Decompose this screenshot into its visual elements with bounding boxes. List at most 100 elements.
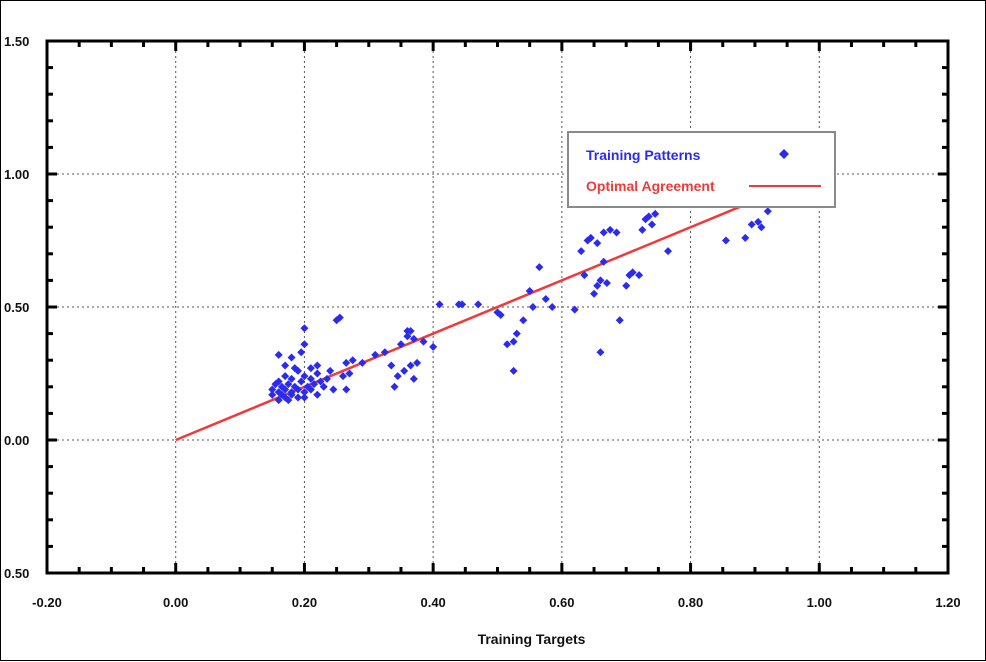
data-point	[342, 358, 351, 367]
series-optimal-agreement	[175, 200, 753, 442]
y-tick-label: 0.50	[4, 300, 29, 315]
data-point	[644, 212, 653, 221]
data-point	[316, 377, 325, 386]
data-point	[335, 313, 344, 322]
data-point	[599, 257, 608, 266]
data-point	[474, 300, 483, 309]
data-point	[757, 223, 766, 232]
data-point	[429, 342, 438, 351]
data-point	[664, 247, 673, 256]
data-point	[293, 385, 302, 394]
data-point	[300, 340, 309, 349]
data-point	[306, 385, 315, 394]
data-point	[606, 225, 615, 234]
data-point	[570, 305, 579, 314]
data-point	[596, 348, 605, 357]
data-point	[528, 303, 537, 311]
data-point	[628, 268, 637, 277]
data-point	[281, 385, 290, 394]
data-point	[281, 372, 290, 381]
legend: Training Patterns Optimal Agreement	[567, 131, 836, 208]
data-point	[577, 247, 586, 256]
data-point	[300, 388, 309, 397]
data-point	[348, 356, 357, 365]
data-point	[293, 393, 302, 402]
data-point	[602, 279, 611, 288]
data-point	[306, 364, 315, 373]
data-point	[326, 366, 335, 375]
data-point	[593, 239, 602, 248]
x-tick-label: 1.00	[807, 595, 832, 610]
x-tick-label: 0.80	[678, 595, 703, 610]
data-point	[512, 329, 521, 338]
legend-label-optimal-agreement: Optimal Agreement	[586, 178, 715, 194]
y-tick-labels: 1.50 1.00 0.50 0.00 0.50	[4, 34, 29, 581]
data-point	[342, 385, 351, 394]
data-point	[593, 281, 602, 290]
data-point	[615, 316, 624, 325]
data-point	[313, 390, 322, 399]
legend-label-training-patterns: Training Patterns	[586, 147, 701, 163]
data-point	[635, 271, 644, 280]
data-point	[647, 220, 656, 229]
data-point	[403, 332, 412, 341]
data-point	[284, 396, 293, 405]
data-point	[300, 324, 309, 333]
data-point	[300, 393, 309, 402]
data-point	[419, 337, 428, 346]
data-point	[435, 300, 444, 309]
data-point	[297, 348, 306, 357]
data-point	[458, 300, 467, 309]
data-point	[274, 377, 283, 386]
data-point	[509, 337, 518, 346]
data-point	[287, 374, 296, 383]
y-tick-label: 1.50	[4, 34, 29, 49]
data-point	[741, 233, 750, 242]
data-point	[612, 228, 621, 237]
data-point	[406, 361, 415, 370]
x-tick-label: -0.20	[32, 595, 62, 610]
data-point	[519, 316, 528, 325]
data-point	[358, 358, 367, 367]
x-axis-title: Training Targets	[478, 631, 586, 647]
data-point	[287, 390, 296, 399]
data-point	[535, 263, 544, 272]
data-point	[322, 374, 331, 383]
optimal-agreement-line	[175, 200, 753, 442]
data-point	[590, 289, 599, 298]
legend-marker-training-patterns	[779, 149, 789, 159]
data-point	[268, 390, 277, 399]
data-point	[310, 380, 319, 389]
x-tick-label: 0.00	[163, 595, 188, 610]
y-tick-label: 1.00	[4, 167, 29, 182]
data-point	[313, 361, 322, 370]
axis-ticks	[45, 39, 950, 575]
data-point	[747, 220, 756, 229]
data-point	[339, 372, 348, 381]
data-point	[287, 353, 296, 362]
data-point	[406, 326, 415, 335]
data-point	[306, 374, 315, 383]
data-point	[413, 358, 422, 367]
data-point	[393, 372, 402, 381]
x-tick-label: 0.20	[292, 595, 317, 610]
data-point	[387, 361, 396, 370]
data-point	[274, 396, 283, 405]
x-tick-label: 0.60	[549, 595, 574, 610]
data-point	[754, 217, 763, 226]
data-point	[503, 340, 512, 349]
y-tick-label: 0.00	[4, 433, 29, 448]
data-point	[409, 334, 418, 343]
data-point	[319, 382, 328, 391]
data-point	[586, 233, 595, 242]
data-point	[596, 276, 605, 285]
data-point	[509, 366, 518, 375]
data-point	[409, 374, 418, 383]
x-tick-label: 0.40	[420, 595, 445, 610]
data-point	[290, 364, 299, 373]
data-point	[371, 350, 380, 359]
data-point	[622, 281, 631, 290]
data-point	[396, 340, 405, 349]
data-point	[638, 225, 647, 234]
